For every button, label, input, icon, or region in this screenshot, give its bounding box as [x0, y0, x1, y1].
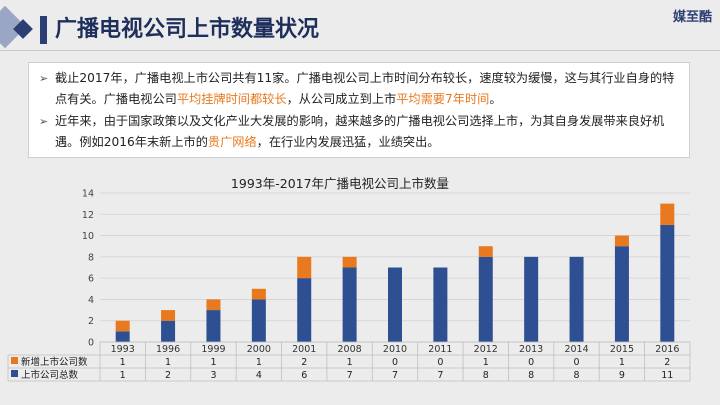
highlighted-text: 平均挂牌时间都较长 — [176, 92, 287, 106]
data-table-value: 1 — [619, 357, 625, 368]
legend-swatch — [11, 370, 18, 377]
bar-total — [433, 267, 448, 342]
data-table-value: 0 — [528, 357, 534, 368]
data-table-value: 11 — [661, 370, 673, 381]
y-tick-label: 10 — [82, 231, 94, 242]
data-table-value: 1 — [210, 357, 216, 368]
x-tick-label: 1999 — [201, 344, 225, 355]
x-tick-label: 2008 — [338, 344, 362, 355]
legend-label: 新增上市公司数 — [21, 356, 88, 368]
bar-new — [251, 288, 266, 300]
x-tick-label: 2011 — [428, 344, 452, 355]
brand-logo-text: 媒至酷 — [672, 10, 712, 25]
data-table-value: 2 — [165, 370, 171, 381]
bar-new — [342, 256, 357, 268]
bar-new — [478, 246, 493, 257]
chart-title: 1993年-2017年广播电视公司上市数量 — [231, 176, 449, 191]
x-tick-label: 2000 — [247, 344, 271, 355]
title-divider — [0, 50, 720, 51]
data-table-value: 0 — [392, 357, 398, 368]
bar-new — [614, 235, 629, 247]
text-run: 截止2017年，广播电视上市公司共有11家。广播电视公司上市时间分布较长，速度较… — [55, 71, 675, 106]
text-run: 近年来，由于国家政策以及文化产业大发展的影响，越来越多的广播电视公司选择上市，为… — [55, 114, 665, 149]
data-table-value: 7 — [437, 370, 443, 381]
bullet-paragraph-2: ➢ 近年来，由于国家政策以及文化产业大发展的影响，越来越多的广播电视公司选择上市… — [37, 111, 681, 153]
bar-total — [161, 320, 176, 342]
y-tick-label: 8 — [88, 252, 94, 263]
highlighted-text: 贵广网络 — [207, 135, 257, 149]
x-tick-label: 2001 — [292, 344, 316, 355]
title-accent-bar — [40, 16, 47, 44]
y-tick-label: 2 — [88, 316, 94, 327]
legend-swatch — [11, 357, 18, 364]
x-tick-label: 1993 — [111, 344, 135, 355]
y-tick-label: 6 — [88, 274, 94, 285]
bar-new — [660, 203, 675, 225]
bar-total — [342, 267, 357, 342]
data-table-value: 1 — [483, 357, 489, 368]
text-run: ，从公司成立到上市 — [286, 92, 397, 106]
data-table-value: 0 — [574, 357, 580, 368]
highlighted-text: 平均需要7年时间 — [396, 92, 490, 106]
bar-total — [251, 299, 266, 342]
data-table-value: 8 — [483, 370, 489, 381]
legend-label: 上市公司总数 — [21, 369, 79, 381]
bar-new — [206, 299, 221, 311]
data-table-value: 2 — [664, 357, 670, 368]
data-table-value: 1 — [120, 370, 126, 381]
x-tick-label: 2013 — [519, 344, 543, 355]
page-title: 广播电视公司上市数量状况 — [55, 17, 320, 42]
x-tick-label: 2014 — [564, 344, 588, 355]
data-table-value: 6 — [301, 370, 307, 381]
x-tick-label: 1996 — [156, 344, 180, 355]
bullet-paragraph-1: ➢ 截止2017年，广播电视上市公司共有11家。广播电视公司上市时间分布较长，速… — [37, 68, 681, 110]
bar-total — [524, 256, 539, 342]
data-table-value: 1 — [347, 357, 353, 368]
y-tick-label: 0 — [88, 338, 94, 349]
bar-new — [161, 310, 176, 321]
data-table-value: 3 — [210, 370, 216, 381]
data-table-value: 9 — [619, 370, 625, 381]
data-table-value: 8 — [574, 370, 580, 381]
data-table-value: 4 — [256, 370, 262, 381]
text-run: ，在行业内发展迅猛，业绩突出。 — [256, 135, 440, 149]
y-tick-label: 12 — [82, 210, 94, 221]
bar-total — [478, 256, 493, 342]
y-tick-label: 14 — [82, 189, 94, 200]
bar-total — [206, 310, 221, 342]
data-table-value: 0 — [437, 357, 443, 368]
bar-total — [569, 256, 584, 342]
bar-total — [388, 267, 402, 342]
x-tick-label: 2015 — [610, 344, 634, 355]
bar-total — [614, 246, 629, 342]
y-tick-label: 4 — [88, 295, 94, 306]
data-table-value: 2 — [301, 357, 307, 368]
bar-total — [297, 278, 312, 342]
x-tick-label: 2012 — [474, 344, 498, 355]
text-run: 。 — [489, 92, 502, 106]
data-table-value: 7 — [347, 370, 353, 381]
bar-new — [297, 256, 312, 279]
bar-total — [660, 224, 675, 342]
data-table-value: 1 — [165, 357, 171, 368]
paragraph-text: 截止2017年，广播电视上市公司共有11家。广播电视公司上市时间分布较长，速度较… — [55, 71, 674, 106]
paragraph-text: 近年来，由于国家政策以及文化产业大发展的影响，越来越多的广播电视公司选择上市，为… — [55, 114, 664, 149]
bar-new — [115, 320, 130, 332]
x-tick-label: 2016 — [655, 344, 679, 355]
bullet-arrow-icon: ➢ — [39, 115, 49, 128]
data-table-value: 8 — [528, 370, 534, 381]
summary-textbox: ➢ 截止2017年，广播电视上市公司共有11家。广播电视公司上市时间分布较长，速… — [28, 62, 690, 158]
data-table-value: 1 — [120, 357, 126, 368]
data-table-value: 7 — [392, 370, 398, 381]
data-table-value: 1 — [256, 357, 262, 368]
bullet-arrow-icon: ➢ — [39, 72, 49, 85]
bar-total — [115, 331, 130, 342]
x-tick-label: 2010 — [383, 344, 407, 355]
